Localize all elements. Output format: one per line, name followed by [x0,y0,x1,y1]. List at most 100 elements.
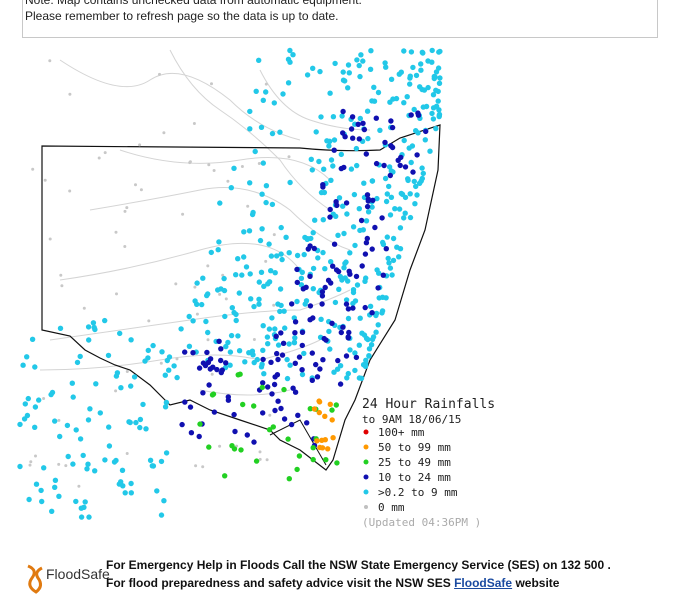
rain-dot [357,73,363,80]
rain-dot [375,285,381,291]
rain-dot [337,381,344,387]
rain-dot [332,60,338,67]
rain-dot [85,417,92,423]
rain-dot [352,242,358,249]
legend-item: 10 to 24 mm [378,471,451,484]
rain-dot [92,326,98,333]
rain-dot [330,435,336,441]
rain-dot [268,359,274,365]
rain-dot [333,213,339,219]
rain-dot [356,342,362,348]
rain-dot [199,301,205,308]
rain-dot [345,62,352,68]
rain-dot [337,363,344,369]
rain-dot [74,359,81,366]
legend-subtitle: to 9AM 18/06/15 [362,413,461,426]
rain-dot [322,266,328,272]
rain-dot [73,498,79,505]
rain-dot [24,354,30,360]
rain-dot [102,317,108,324]
legend-swatch [364,505,368,509]
rain-dot [103,151,107,155]
rain-dot [369,178,375,184]
rain-dot [119,467,126,473]
rain-dot [206,264,210,268]
rain-dot [334,366,341,372]
rain-dot [350,135,356,141]
rain-dot [239,272,245,278]
rain-dot [154,488,160,494]
rain-dot [57,462,61,466]
rain-dot [182,399,188,405]
rain-dot [352,298,359,304]
rain-dot [248,296,254,302]
rain-dot [260,97,266,103]
rain-dot [41,465,47,471]
rain-dot [69,380,76,386]
rain-dot [356,136,362,142]
rain-dot [345,370,351,377]
rain-dot [272,270,278,276]
rain-dot [363,361,369,367]
rain-dot [200,275,206,281]
rain-dot [266,427,273,433]
rain-dot [373,329,379,335]
rain-dot [430,92,437,98]
rain-dot [128,490,134,496]
rain-dot [419,175,425,182]
rain-dot [278,302,284,309]
rain-dot [203,318,209,325]
rain-dot [404,94,410,100]
rain-dot [383,64,389,70]
rain-dot [289,301,295,307]
rain-dot [158,458,165,465]
rain-dot [340,77,347,83]
rain-dot [162,131,166,135]
rain-dot [298,275,305,281]
rain-dot [287,47,293,54]
rain-dot [382,175,389,182]
rain-dot [328,280,334,286]
rain-dot [223,343,229,350]
rain-dot [252,148,258,155]
rain-dot [243,264,250,270]
rain-dot [362,304,368,311]
rain-dot [206,382,212,388]
rain-dot [162,404,169,410]
legend-swatch [363,459,369,465]
rain-dot [401,48,407,54]
rain-dot [369,246,375,252]
rain-dot [259,226,265,232]
footer: FloodSafe For Emergency Help in Floods C… [20,556,660,596]
rain-dot [28,463,32,467]
rain-dot [32,404,39,410]
rain-dot [343,301,350,307]
floodsafe-link[interactable]: FloodSafe [454,576,513,590]
rain-dot [264,259,268,263]
rain-dot [373,312,379,319]
rain-dot [193,285,197,289]
rain-dot [275,342,282,348]
rain-dot [118,385,124,391]
rain-dot [314,374,321,380]
rain-dot [345,85,351,91]
rain-dot [38,487,44,494]
rain-dot [123,245,127,248]
rain-dot [335,232,341,238]
rain-dot [414,152,420,158]
rain-dot [171,363,177,369]
rain-dot [330,263,336,269]
rain-dot [31,167,35,171]
rain-dot [365,135,371,142]
rain-dot [70,461,76,467]
legend-item: >0.2 to 9 mm [378,486,458,499]
rain-dot [375,322,381,328]
rain-dot [358,217,365,224]
rain-dot [284,375,291,382]
rain-dot [196,433,202,440]
rain-dot [150,342,156,349]
rain-dot [269,391,275,397]
rain-dot [113,373,120,379]
rain-dot [125,452,129,455]
